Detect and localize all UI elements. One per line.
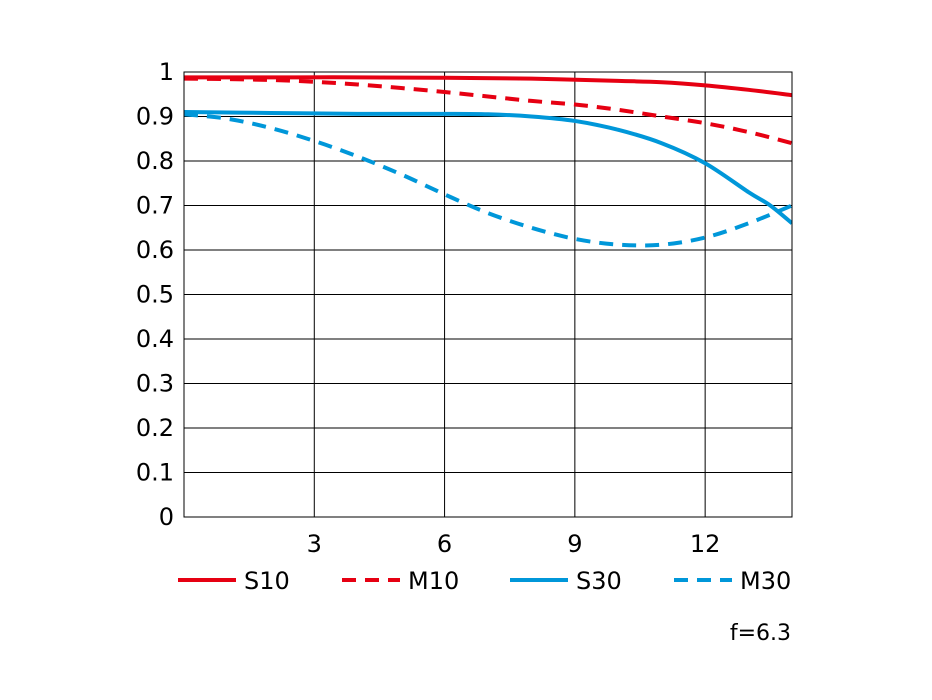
- y-tick-label: 0.8: [136, 147, 174, 175]
- grid-lines: [184, 72, 792, 517]
- series-line-s10: [184, 75, 792, 98]
- x-tick-label: 6: [437, 530, 452, 558]
- legend-item-s30: S30: [510, 567, 622, 595]
- legend-label: S30: [576, 567, 622, 595]
- series-line-m30: [184, 112, 792, 248]
- series-line-s30: [184, 110, 792, 225]
- y-tick-label: 0.7: [136, 192, 174, 220]
- legend-item-m10: M10: [342, 567, 459, 595]
- y-tick-label: 0.5: [136, 281, 174, 309]
- legend-label: S10: [244, 567, 290, 595]
- x-tick-label: 9: [567, 530, 582, 558]
- legend-item-m30: M30: [674, 567, 791, 595]
- legend: S10 M10 S30 M30: [178, 567, 791, 595]
- series-lines: [184, 75, 792, 248]
- series-line-m10: [184, 76, 792, 146]
- plot-area: [183, 71, 793, 518]
- y-tick-label: 1: [159, 58, 174, 86]
- y-tick-label: 0.4: [136, 325, 174, 353]
- y-tick-label: 0.2: [136, 414, 174, 442]
- y-tick-label: 0: [159, 503, 174, 531]
- y-tick-label: 0.6: [136, 236, 174, 264]
- y-tick-label: 0.9: [136, 103, 174, 131]
- aperture-annotation: f=6.3: [730, 621, 791, 646]
- legend-label: M30: [740, 567, 791, 595]
- y-tick-label: 0.1: [136, 459, 174, 487]
- y-tick-label: 0.3: [136, 370, 174, 398]
- plot-border: [183, 71, 793, 518]
- legend-label: M10: [408, 567, 459, 595]
- x-tick-label: 12: [690, 530, 721, 558]
- x-tick-label: 3: [307, 530, 322, 558]
- x-axis-tick-labels: 3 6 9 12: [307, 530, 721, 558]
- legend-item-s10: S10: [178, 567, 290, 595]
- y-axis-tick-labels: 0 0.1 0.2 0.3 0.4 0.5 0.6 0.7 0.8 0.9 1: [136, 58, 174, 531]
